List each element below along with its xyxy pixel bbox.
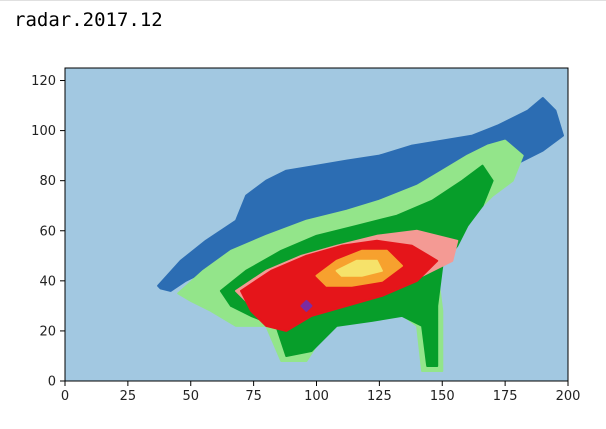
- x-tick-label: 125: [367, 389, 392, 404]
- y-tick-label: 120: [31, 74, 56, 89]
- x-tick-label: 25: [120, 389, 137, 404]
- region-band-yellow: [335, 259, 383, 277]
- cell-divider: [0, 0, 606, 1]
- y-tick-label: 0: [48, 375, 56, 390]
- region-band-purple: [300, 299, 313, 312]
- x-tick-label: 175: [493, 389, 518, 404]
- cell-output-label: radar.2017.12: [14, 9, 163, 31]
- x-tick-label: 200: [556, 389, 581, 404]
- y-axis: 0 20 40 60 80 100 120: [31, 74, 65, 390]
- y-tick-label: 40: [39, 274, 56, 289]
- y-tick-label: 80: [39, 174, 56, 189]
- heatmap-regions: [157, 97, 564, 372]
- y-tick-label: 60: [39, 224, 56, 239]
- y-tick-label: 100: [31, 124, 56, 139]
- x-axis: 0 25 50 75 100 125 150 175 200: [61, 381, 581, 404]
- x-tick-label: 50: [182, 389, 199, 404]
- y-tick-label: 20: [39, 324, 56, 339]
- x-tick-label: 0: [61, 389, 69, 404]
- x-tick-label: 150: [430, 389, 455, 404]
- x-tick-label: 75: [245, 389, 262, 404]
- x-tick-label: 100: [304, 389, 329, 404]
